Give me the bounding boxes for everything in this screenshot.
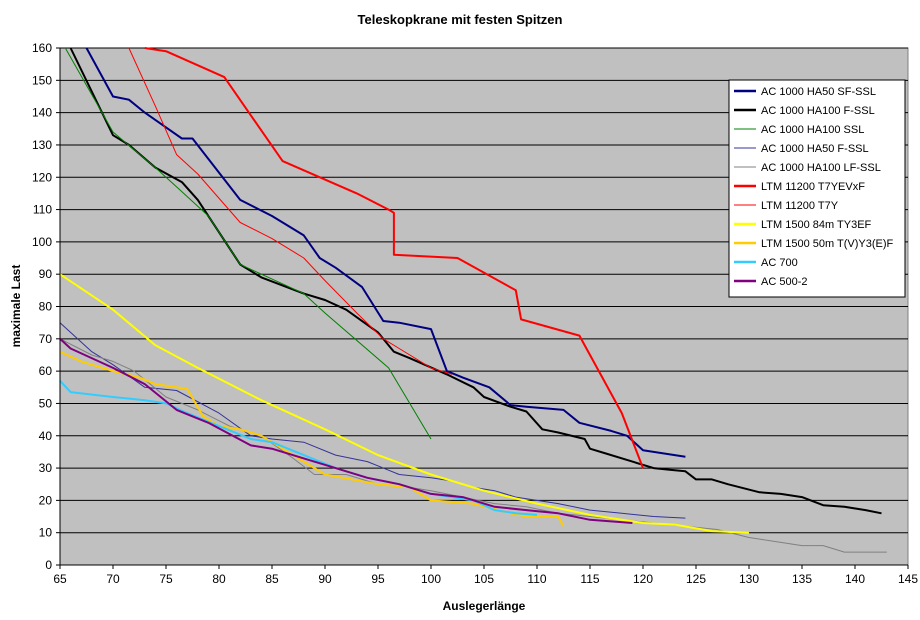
chart-title: Teleskopkrane mit festen Spitzen [357,12,563,27]
y-tick-label: 140 [32,106,52,120]
y-tick-label: 110 [33,203,52,217]
x-tick-label: 70 [106,572,120,586]
x-tick-label: 130 [739,572,759,586]
legend-label-6: LTM 11200 T7YEVxF [761,181,865,193]
series-line-7 [128,47,453,375]
y-tick-label: 120 [32,170,52,184]
x-tick-label: 100 [421,572,441,586]
legend-label-8: LTM 1500 84m TY3EF [761,219,872,231]
series-lines [59,47,887,553]
x-tick-label: 90 [318,572,332,586]
y-tick-label: 10 [39,526,53,540]
y-tick-label: 80 [39,300,53,314]
legend-label-10: AC 700 [761,257,798,269]
legend: AC 1000 HA50 SF-SSL AC 1000 HA100 F-SSL AC… [728,79,906,298]
legend-label-7: LTM 11200 T7Y [761,200,839,212]
y-tick-label: 0 [45,558,52,572]
axes: 0 10 20 30 40 50 60 70 80 90 100 110 120 130 140 150 160… [32,41,918,586]
y-axis-title: maximale Last [9,265,23,348]
x-tick-label: 135 [792,572,812,586]
x-tick-label: 125 [686,572,706,586]
series-line-1 [85,47,686,458]
legend-label-4: AC 1000 HA50 F-SSL [761,143,869,155]
legend-label-5: AC 1000 HA100 LF-SSL [761,162,881,174]
x-tick-label: 140 [845,572,865,586]
legend-label-9: LTM 1500 50m T(V)Y3(E)F [761,238,894,250]
legend-label-3: AC 1000 HA100 SSL [761,124,864,136]
y-tick-label: 40 [39,429,53,443]
y-tick-label: 130 [32,138,52,152]
x-tick-label: 95 [371,572,385,586]
x-tick-label: 120 [633,572,653,586]
x-tick-label: 75 [159,572,173,586]
series-line-6 [144,47,644,469]
legend-label-2: AC 1000 HA100 F-SSL [761,105,875,117]
y-tick-label: 50 [39,396,53,410]
series-line-11 [59,338,633,524]
legend-label-1: AC 1000 HA50 SF-SSL [761,86,876,98]
x-tick-label: 85 [265,572,279,586]
x-tick-label: 65 [53,572,67,586]
y-tick-label: 100 [32,235,52,249]
series-line-3 [64,47,432,440]
x-tick-label: 115 [580,572,599,586]
series-line-8 [59,273,750,534]
y-tick-label: 20 [39,493,53,507]
x-tick-label: 110 [527,572,546,586]
x-tick-label: 105 [474,572,494,586]
y-tick-label: 30 [39,461,53,475]
legend-label-11: AC 500-2 [761,276,807,288]
y-tick-label: 70 [39,332,53,346]
y-tick-label: 90 [39,267,53,281]
y-tick-label: 60 [39,364,53,378]
x-axis-title: Auslegerlänge [443,599,526,613]
x-tick-label: 80 [212,572,226,586]
legend-box [728,79,906,298]
y-tick-label: 160 [32,41,52,55]
x-tick-label: 145 [898,572,918,586]
series-line-4 [59,322,686,519]
y-tick-label: 150 [32,73,52,87]
